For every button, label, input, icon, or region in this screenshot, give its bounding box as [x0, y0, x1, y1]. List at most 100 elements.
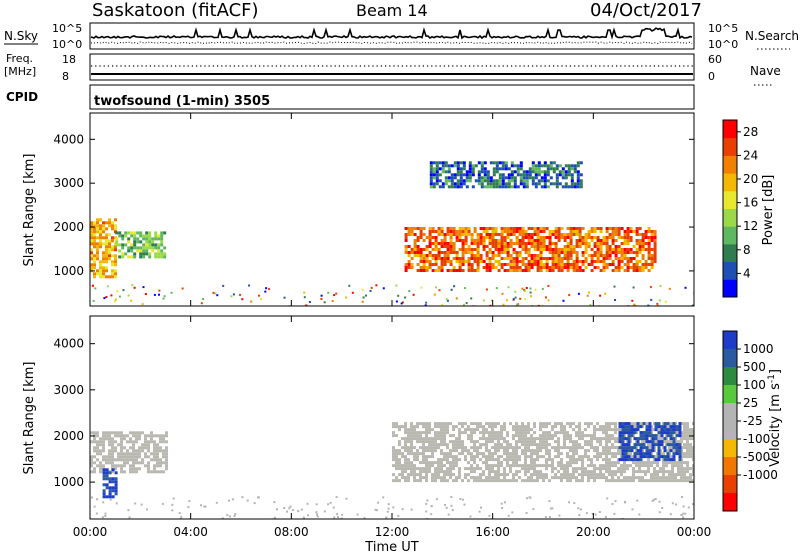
power-cell	[590, 227, 594, 230]
power-cell	[410, 233, 414, 236]
power-cell	[581, 239, 585, 242]
power-cell	[133, 234, 137, 238]
velocity-cell	[605, 467, 608, 471]
power-cell	[494, 242, 498, 245]
velocity-cell	[638, 464, 641, 468]
velocity-cell	[657, 431, 661, 435]
power-cell	[157, 243, 161, 247]
power-speck	[647, 304, 650, 306]
power-cell	[458, 233, 462, 236]
velocity-speck	[425, 510, 428, 513]
velocity-cell	[440, 458, 443, 462]
power-cell	[626, 230, 630, 233]
velocity-cell	[533, 452, 536, 456]
power-cell	[121, 243, 125, 247]
power-cell	[527, 251, 531, 254]
velocity-cell	[404, 476, 407, 480]
velocity-cell	[458, 452, 461, 456]
velocity-cell	[114, 492, 118, 496]
velocity-cell	[105, 495, 109, 499]
power-cell	[509, 257, 513, 260]
power-speck	[320, 294, 323, 297]
power-cell	[458, 236, 462, 239]
power-colorbar-swatch	[723, 173, 737, 192]
power-cell	[513, 179, 517, 183]
power-speck	[181, 287, 184, 290]
power-colorbar-swatch	[723, 226, 737, 245]
velocity-cell	[455, 479, 458, 483]
power-cell	[485, 254, 489, 257]
power-cell	[515, 230, 519, 233]
velocity-cell	[150, 440, 153, 444]
power-cell	[578, 245, 582, 248]
power-cell	[560, 233, 564, 236]
velocity-cell	[147, 434, 150, 438]
power-cell	[578, 236, 582, 239]
power-cell	[599, 248, 603, 251]
power-cell	[531, 161, 535, 165]
velocity-cell	[551, 461, 554, 465]
power-cell	[575, 263, 579, 266]
power-cell	[130, 231, 134, 235]
velocity-cell	[635, 470, 638, 474]
velocity-cell	[651, 443, 655, 447]
velocity-cell	[518, 470, 521, 474]
velocity-cell	[419, 452, 422, 456]
velocity-cell	[422, 476, 425, 480]
power-cell	[452, 269, 456, 272]
velocity-cell	[590, 440, 593, 444]
velocity-cell	[542, 431, 545, 435]
velocity-cell	[425, 431, 428, 435]
velocity-colorbar-swatch	[723, 421, 737, 440]
velocity-cell	[599, 473, 602, 477]
power-cell	[581, 263, 585, 266]
power-cell	[432, 173, 436, 177]
velocity-cell	[437, 473, 440, 477]
power-cell	[545, 257, 549, 260]
power-cell	[602, 236, 606, 239]
power-cell	[473, 260, 477, 263]
power-cell	[473, 230, 477, 233]
power-cell	[464, 242, 468, 245]
velocity-cell	[407, 473, 410, 477]
velocity-speck	[228, 499, 230, 502]
power-cell	[90, 248, 93, 252]
power-cell	[518, 227, 522, 230]
velocity-speck	[307, 514, 310, 517]
velocity-cell	[524, 431, 527, 435]
velocity-cell	[159, 446, 162, 450]
power-cell	[133, 246, 137, 250]
power-cell	[443, 260, 447, 263]
velocity-speck	[401, 508, 404, 511]
velocity-cell	[434, 437, 437, 441]
velocity-cell	[144, 464, 147, 468]
velocity-cell	[105, 461, 108, 465]
velocity-cell	[596, 452, 599, 456]
power-cell	[154, 237, 158, 241]
velocity-cell	[578, 434, 581, 438]
power-cell	[593, 251, 597, 254]
power-cell	[90, 239, 93, 243]
power-speck	[110, 294, 113, 297]
velocity-cell	[497, 476, 500, 480]
power-cell	[611, 260, 615, 263]
velocity-cell	[614, 464, 617, 468]
power-cell	[456, 161, 460, 165]
velocity-cell	[509, 464, 512, 468]
velocity-cell	[99, 467, 102, 471]
power-cell	[575, 242, 579, 245]
velocity-cell	[398, 464, 401, 468]
velocity-cell	[494, 473, 497, 477]
velocity-cell	[618, 458, 622, 462]
velocity-cell	[407, 428, 410, 432]
power-cell	[434, 230, 438, 233]
power-cell	[626, 263, 630, 266]
freq-label-line1: Freq.	[6, 52, 33, 65]
power-cell	[650, 254, 654, 257]
velocity-cell	[488, 437, 491, 441]
velocity-cell	[683, 428, 686, 432]
velocity-cell	[416, 437, 419, 441]
velocity-cell	[102, 434, 105, 438]
power-cell	[464, 239, 468, 242]
velocity-cell	[539, 473, 542, 477]
